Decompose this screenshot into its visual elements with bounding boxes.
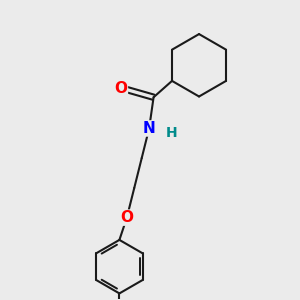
Text: H: H — [166, 126, 177, 140]
Text: O: O — [120, 210, 133, 225]
Text: O: O — [114, 81, 128, 96]
Text: N: N — [143, 121, 155, 136]
